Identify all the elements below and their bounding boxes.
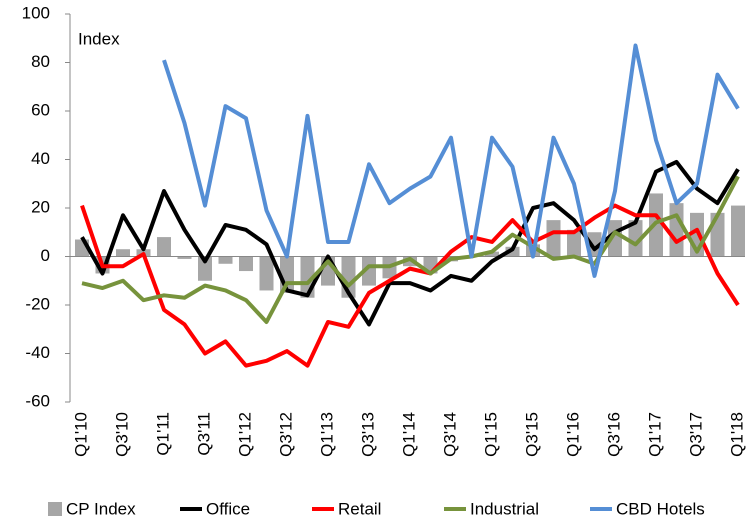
bar [505, 246, 520, 257]
bar [362, 256, 376, 286]
y-tick-label: 40 [31, 149, 50, 168]
x-tick-label: Q1'18 [727, 412, 746, 457]
bar [259, 256, 274, 291]
bar [116, 249, 130, 257]
x-tick-label: Q3'17 [686, 412, 705, 457]
legend-label: Office [206, 499, 250, 518]
x-tick-label: Q3'11 [194, 412, 213, 456]
x-tick-label: Q1'12 [235, 412, 254, 457]
bar [485, 251, 499, 257]
legend-swatch [48, 502, 62, 516]
line-series [162, 43, 740, 278]
y-tick-label: 0 [41, 246, 50, 265]
x-tick-label: Q3'13 [358, 412, 377, 457]
legend-label: CP Index [66, 499, 136, 518]
x-tick-label: Q1'15 [481, 412, 500, 457]
x-tick-label: Q1'10 [71, 412, 90, 457]
y-tick-label: -40 [25, 343, 50, 362]
bar [710, 212, 725, 257]
bar [628, 220, 643, 257]
x-tick-label: Q3'14 [440, 412, 459, 457]
x-tick-label: Q1'11 [153, 412, 172, 456]
x-tick-label: Q1'14 [399, 412, 418, 457]
legend-label: CBD Hotels [616, 499, 705, 518]
line-series [80, 159, 740, 327]
bar [587, 232, 602, 257]
line-series [81, 175, 740, 324]
legend-label: Retail [338, 499, 381, 518]
x-tick-label: Q1'16 [563, 412, 582, 457]
bar [731, 205, 745, 257]
x-tick-label: Q3'12 [276, 412, 295, 457]
bar [567, 229, 581, 257]
y-axis-label: Index [78, 29, 120, 48]
bar [669, 203, 684, 257]
y-tick-label: -20 [25, 294, 50, 313]
x-tick-label: Q1'13 [317, 412, 336, 457]
y-tick-label: 80 [31, 52, 50, 71]
bar [239, 256, 253, 272]
y-tick-label: 60 [31, 100, 50, 119]
y-tick-label: -60 [25, 391, 50, 410]
y-tick-label: 20 [31, 197, 50, 216]
y-tick-label: 100 [22, 3, 50, 22]
x-tick-label: Q3'16 [604, 412, 623, 457]
bar [218, 256, 233, 264]
legend-label: Industrial [470, 499, 539, 518]
line-series [80, 203, 740, 368]
bar [546, 220, 561, 257]
x-tick-label: Q3'10 [112, 412, 131, 457]
x-tick-label: Q3'15 [522, 412, 541, 457]
bar [198, 256, 212, 281]
x-tick-label: Q1'17 [645, 412, 664, 457]
bar [157, 237, 171, 257]
bar [177, 256, 192, 259]
